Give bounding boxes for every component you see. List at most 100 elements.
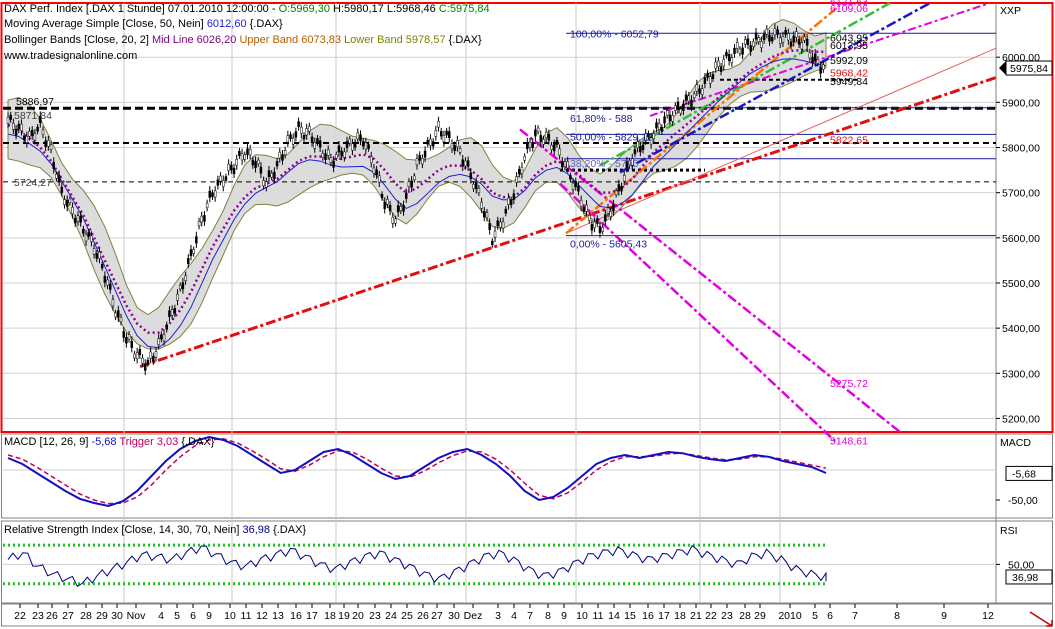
price-candle xyxy=(617,184,621,192)
price-candle xyxy=(192,249,195,254)
price-candle xyxy=(65,199,69,207)
thin-red-trendline xyxy=(565,47,997,234)
price-candle xyxy=(286,135,290,143)
time-axis-label: 2010 xyxy=(778,610,802,622)
time-axis-label: 25 xyxy=(401,610,413,622)
price-candle xyxy=(291,137,295,145)
price-candle xyxy=(665,110,669,116)
low-value: L:5968,46 xyxy=(386,3,436,15)
time-axis-label: 6 xyxy=(827,610,833,622)
price-candle xyxy=(243,154,247,160)
price-candle xyxy=(343,151,346,158)
price-candle xyxy=(574,181,578,188)
price-candle xyxy=(757,37,760,43)
time-axis-label: 12 xyxy=(982,610,994,622)
price-candle xyxy=(55,173,58,179)
price-candle xyxy=(700,88,704,95)
price-candle xyxy=(227,163,230,171)
price-candle xyxy=(262,180,265,187)
bb-label: Bollinger Bands [Close, 20, 2] xyxy=(4,34,149,46)
price-candle xyxy=(399,206,403,211)
time-axis-label: 20 xyxy=(352,610,364,622)
price-candle xyxy=(39,116,42,124)
price-candle xyxy=(82,228,85,234)
price-candle xyxy=(781,36,785,43)
rsi-header: Relative Strength Index [Close, 14, 30, … xyxy=(4,524,306,537)
time-axis-label: 26 xyxy=(46,610,58,622)
price-candle xyxy=(515,176,518,183)
price-candle xyxy=(582,207,586,212)
price-candle xyxy=(20,123,23,131)
price-candle xyxy=(709,76,712,84)
price-candle xyxy=(792,35,795,43)
price-candle xyxy=(125,337,128,344)
price-candle xyxy=(690,99,693,107)
price-candle xyxy=(335,154,338,159)
price-candle xyxy=(558,148,561,156)
price-candle xyxy=(768,34,771,42)
price-candle xyxy=(593,221,596,229)
time-axis-label: 22 xyxy=(705,610,717,622)
price-candle xyxy=(332,160,335,168)
price-badge-arrow xyxy=(999,61,1006,76)
time-axis-label: 30 xyxy=(111,610,123,622)
price-candle xyxy=(496,220,499,227)
price-candle xyxy=(251,159,255,166)
price-candle xyxy=(232,167,236,175)
price-candle xyxy=(469,172,473,180)
price-candle xyxy=(808,52,812,59)
fib-label-618: 61,80% - 588 xyxy=(570,113,633,125)
price-candle xyxy=(717,60,720,67)
price-candle xyxy=(195,236,198,244)
price-candle xyxy=(95,253,99,259)
price-candle xyxy=(461,159,464,167)
price-candle xyxy=(520,166,524,174)
price-candle xyxy=(719,66,723,72)
price-candle xyxy=(281,154,284,161)
rsi-tick-label: 50,00 xyxy=(1008,559,1034,571)
price-candle xyxy=(308,126,311,132)
price-candle xyxy=(437,120,440,128)
price-candle xyxy=(797,39,801,45)
price-candle xyxy=(660,126,664,132)
price-candle xyxy=(483,211,486,218)
time-axis-label: 10 xyxy=(224,610,236,622)
instrument-header: DAX Perf. Index [.DAX 1 Stunde] 07.01.20… xyxy=(4,3,490,15)
time-axis-label: 16 xyxy=(642,610,654,622)
macd-badge-box xyxy=(1005,465,1053,481)
price-candle xyxy=(563,161,567,167)
price-candle xyxy=(36,126,39,132)
time-axis-label: 29 xyxy=(754,610,766,622)
price-candle xyxy=(579,200,583,207)
price-candle xyxy=(735,42,739,49)
price-candle xyxy=(811,56,814,63)
fib-label-382: 38,20% - 5775 xyxy=(570,158,638,170)
rsi-label: Relative Strength Index [Close, 14, 30, … xyxy=(4,524,240,536)
price-candle xyxy=(534,129,537,137)
ma-label: Moving Average Simple [Close, 50, Nein] xyxy=(4,18,204,30)
price-candle xyxy=(259,166,263,174)
price-candle xyxy=(170,309,174,316)
price-candle xyxy=(87,231,90,237)
time-axis-label: 22 xyxy=(14,610,26,622)
price-candle xyxy=(79,215,82,223)
price-candle xyxy=(805,38,809,46)
price-candle xyxy=(68,198,72,204)
price-candle xyxy=(367,144,370,149)
price-candle xyxy=(41,129,45,135)
price-candle xyxy=(270,172,273,178)
price-candle xyxy=(267,170,271,178)
price-candle xyxy=(313,141,316,149)
label-6013: 6013,95 xyxy=(830,40,868,52)
price-candle xyxy=(168,310,171,318)
price-candle xyxy=(370,156,373,164)
price-candle xyxy=(429,138,432,146)
price-candle xyxy=(606,207,610,214)
price-candle xyxy=(566,161,569,169)
level-label-5886: 5886,97 xyxy=(16,96,54,108)
price-candle xyxy=(378,175,381,183)
price-candle xyxy=(246,148,249,155)
price-candle xyxy=(539,135,543,143)
price-candle xyxy=(216,179,220,186)
